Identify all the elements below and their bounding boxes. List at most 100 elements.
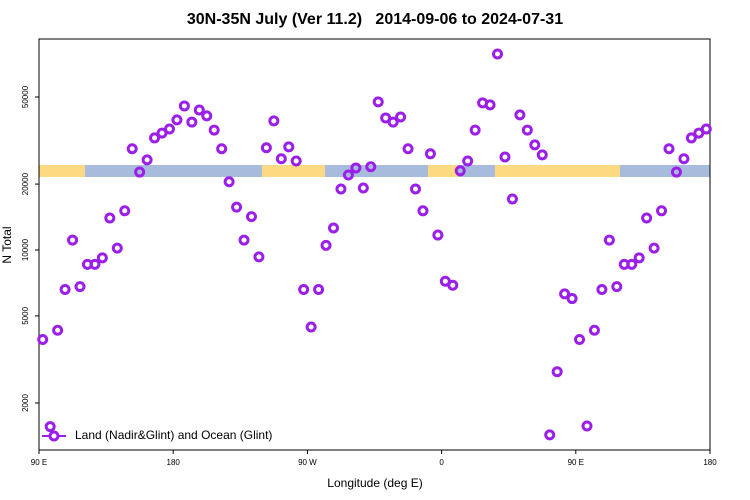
- data-point: [37, 334, 49, 346]
- data-point: [372, 96, 384, 108]
- data-point: [141, 154, 153, 166]
- data-point: [44, 421, 56, 433]
- data-point: [305, 321, 317, 333]
- data-point: [574, 334, 586, 346]
- data-point: [193, 104, 205, 116]
- data-point: [499, 151, 511, 163]
- data-point: [231, 201, 243, 213]
- data-point: [626, 258, 638, 270]
- data-point: [111, 242, 123, 254]
- x-tick-label: 0: [439, 458, 444, 467]
- data-point: [335, 183, 347, 195]
- data-point: [700, 123, 712, 135]
- data-point: [365, 161, 377, 173]
- data-point: [171, 114, 183, 126]
- chart-title: 30N-35N July (Ver 11.2) 2014-09-06 to 20…: [187, 11, 563, 28]
- data-point: [417, 205, 429, 217]
- data-point: [163, 123, 175, 135]
- data-point: [342, 169, 354, 181]
- data-point: [633, 252, 645, 264]
- land-band: [495, 165, 620, 177]
- data-point: [447, 279, 459, 291]
- data-point: [551, 366, 563, 378]
- x-axis-label: Longitude (deg E): [327, 476, 422, 490]
- data-point: [186, 116, 198, 128]
- data-point: [454, 165, 466, 177]
- data-point: [469, 124, 481, 136]
- data-point: [529, 139, 541, 151]
- data-point: [648, 242, 660, 254]
- data-point: [327, 222, 339, 234]
- data-point: [290, 155, 302, 167]
- data-point: [536, 149, 548, 161]
- data-point: [410, 183, 422, 195]
- data-point: [596, 283, 608, 295]
- data-point: [149, 132, 161, 144]
- data-point: [521, 124, 533, 136]
- data-point: [544, 429, 556, 441]
- data-point: [298, 283, 310, 295]
- land-band: [262, 165, 325, 177]
- data-point: [59, 283, 71, 295]
- data-point: [89, 258, 101, 270]
- data-point: [514, 109, 526, 121]
- data-point: [178, 100, 190, 112]
- data-point: [126, 143, 138, 155]
- y-tick-label: 50000: [21, 85, 30, 108]
- data-point: [253, 251, 265, 263]
- legend-label: Land (Nadir&Glint) and Ocean (Glint): [75, 428, 272, 442]
- land-band: [428, 165, 458, 177]
- data-point: [603, 234, 615, 246]
- data-point: [462, 155, 474, 167]
- x-tick-label: 90 E: [31, 458, 47, 467]
- data-point: [670, 166, 682, 178]
- y-tick-label: 2000: [21, 394, 30, 412]
- surface-band: [39, 165, 710, 177]
- data-point: [588, 324, 600, 336]
- data-point: [581, 420, 593, 432]
- data-point: [96, 252, 108, 264]
- land-band: [39, 165, 85, 177]
- x-tick-label: 180: [167, 458, 181, 467]
- data-point: [260, 142, 272, 154]
- data-point: [387, 116, 399, 128]
- data-point: [350, 162, 362, 174]
- plot-frame: [38, 38, 711, 451]
- y-tick-label: 10000: [21, 238, 30, 261]
- data-point: [67, 234, 79, 246]
- data-point: [678, 153, 690, 165]
- data-point: [641, 212, 653, 224]
- data-point: [611, 281, 623, 293]
- data-point: [656, 205, 668, 217]
- data-point: [492, 48, 504, 60]
- data-point: [566, 293, 578, 305]
- y-tick-label: 20000: [21, 172, 30, 195]
- data-point: [275, 153, 287, 165]
- x-tick-label: 90 W: [298, 458, 317, 467]
- data-point: [208, 124, 220, 136]
- data-point: [238, 234, 250, 246]
- y-axis-label: N Total: [0, 226, 14, 263]
- data-point: [663, 143, 675, 155]
- data-point: [74, 281, 86, 293]
- y-tick-label: 5000: [21, 306, 30, 324]
- data-point: [245, 211, 257, 223]
- data-point: [506, 193, 518, 205]
- data-point: [559, 288, 571, 300]
- data-point: [134, 166, 146, 178]
- data-point: [283, 141, 295, 153]
- data-point: [424, 148, 436, 160]
- x-tick-label: 180: [703, 458, 717, 467]
- data-point: [104, 212, 116, 224]
- data-point: [313, 283, 325, 295]
- data-point: [402, 143, 414, 155]
- data-point: [484, 99, 496, 111]
- data-point: [268, 115, 280, 127]
- legend-marker: [48, 430, 60, 442]
- data-point: [395, 111, 407, 123]
- data-point: [52, 324, 64, 336]
- data-point: [685, 132, 697, 144]
- data-point: [119, 205, 131, 217]
